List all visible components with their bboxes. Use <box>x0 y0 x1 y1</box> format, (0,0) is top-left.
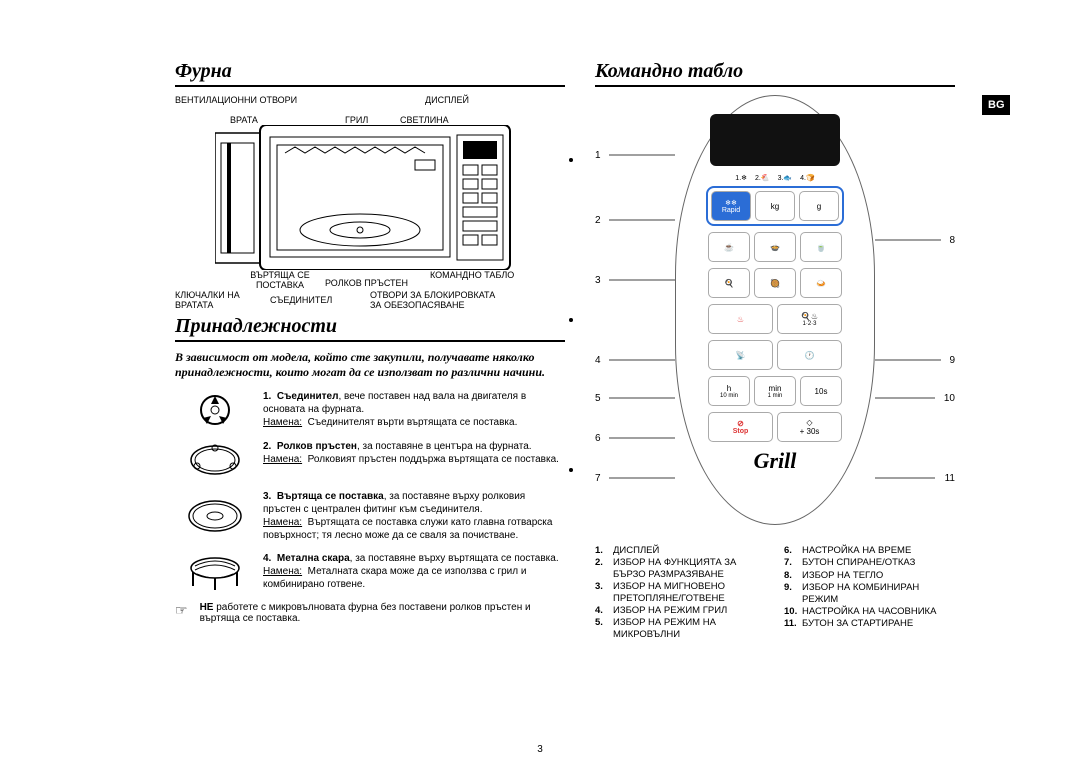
legend-item: 3.ИЗБОР НА МИГНОВЕНО ПРЕТОПЛЯНЕ/ГОТВЕНЕ <box>595 581 766 604</box>
label-vent: ВЕНТИЛАЦИОННИ ОТВОРИ <box>175 95 297 105</box>
label-door-latches: КЛЮЧАЛКИ НА ВРАТАТА <box>175 290 245 310</box>
reheat-soup-button[interactable]: 🍲 <box>754 232 796 262</box>
acc-note-text: Ролковият пръстен поддържа въртящата се … <box>308 454 559 465</box>
acc-name: Ролков пръстен <box>277 441 357 452</box>
microwave-mode-button[interactable]: 📡 <box>708 340 773 370</box>
legend-item: 10.НАСТРОЙКА НА ЧАСОВНИКА <box>784 606 955 617</box>
acc-desc: , за поставяне в центъра на фурната. <box>357 441 532 452</box>
grill-mode-button[interactable]: ♨ <box>708 304 773 334</box>
legend-item: 7.БУТОН СПИРАНЕ/ОТКАЗ <box>784 557 955 568</box>
accessory-item: 1. Съединител, вече поставен над вала на… <box>185 390 565 430</box>
clock-button[interactable]: 🕐 <box>777 340 842 370</box>
legend-item: 1.ДИСПЛЕЙ <box>595 545 766 556</box>
acc-note-text: Въртящата се поставка служи като главна … <box>263 517 552 541</box>
note-label: Намена: <box>263 417 302 428</box>
accessory-item: 4. Метална скара, за поставяне върху вър… <box>185 552 565 592</box>
reheat-cup-button[interactable]: 🍵 <box>800 232 842 262</box>
defrost-indicator-row: 1.❄2.🐔3.🐟4.🍞 <box>676 174 874 182</box>
accessories-intro: В зависимост от модела, който сте закупи… <box>175 350 565 380</box>
minute-button[interactable]: min1 min <box>754 376 796 406</box>
g-button[interactable]: g <box>799 191 839 221</box>
reheat-drink-button[interactable]: ☕ <box>708 232 750 262</box>
note-label: Намена: <box>263 517 302 528</box>
legend-item: 2.ИЗБОР НА ФУНКЦИЯТА ЗА БЪРЗО РАЗМРАЗЯВА… <box>595 557 766 580</box>
metal-rack-icon <box>185 552 245 592</box>
pointing-hand-icon: ☞ <box>175 602 188 619</box>
stop-button[interactable]: ⊘Stop <box>708 412 773 442</box>
oven-illustration <box>215 125 515 270</box>
accessories-title: Принадлежности <box>175 315 565 342</box>
label-safety-holes: ОТВОРИ ЗА БЛОКИРОВКАТА ЗА ОБЕЗОПАСЯВАНЕ <box>370 290 500 310</box>
control-panel-legend: 1.ДИСПЛЕЙ2.ИЗБОР НА ФУНКЦИЯТА ЗА БЪРЗО Р… <box>595 545 955 641</box>
acc-name: Метална скара <box>277 553 350 564</box>
label-coupler: СЪЕДИНИТЕЛ <box>270 295 332 305</box>
label-door: ВРАТА <box>230 115 258 125</box>
label-grill: ГРИЛ <box>345 115 368 125</box>
page-number: 3 <box>0 744 1080 755</box>
panel-brand: Grill <box>676 448 874 474</box>
acc-num: 1. <box>263 391 271 402</box>
roller-ring-icon <box>185 440 245 480</box>
acc-num: 3. <box>263 491 271 502</box>
control-panel-diagram: 1 2 3 4 5 6 7 8 9 10 11 <box>595 95 955 535</box>
acc-num: 4. <box>263 553 271 564</box>
accessories-list: 1. Съединител, вече поставен над вала на… <box>185 390 565 592</box>
display <box>710 114 840 166</box>
seconds-button[interactable]: 10s <box>800 376 842 406</box>
label-display: ДИСПЛЕЙ <box>425 95 469 105</box>
rapid-defrost-button[interactable]: ❄❄Rapid <box>711 191 751 221</box>
hour-button[interactable]: h10 min <box>708 376 750 406</box>
label-turntable: ВЪРТЯЩА СЕ ПОСТАВКА <box>245 270 315 290</box>
acc-name: Въртяща се поставка <box>277 491 384 502</box>
warning-strong: НЕ <box>200 602 214 613</box>
oven-diagram: ВЕНТИЛАЦИОННИ ОТВОРИ ВРАТА ГРИЛ ДИСПЛЕЙ … <box>175 95 565 315</box>
acc-desc: , за поставяне върху въртящата се постав… <box>350 553 559 564</box>
legend-item: 9.ИЗБОР НА КОМБИНИРАН РЕЖИМ <box>784 582 955 605</box>
kg-button[interactable]: kg <box>755 191 795 221</box>
acc-num: 2. <box>263 441 271 452</box>
control-panel: 1.❄2.🐔3.🐟4.🍞 ❄❄Rapid kg g ☕ 🍲 🍵 🍳 🥘 🍛 ♨ … <box>675 95 875 525</box>
label-control-panel: КОМАНДНО ТАБЛО <box>430 270 514 280</box>
acc-note-text: Металната скара може да се използва с гр… <box>263 566 526 590</box>
combi-mode-button[interactable]: 🍳♨1·2·3 <box>777 304 842 334</box>
legend-item: 8.ИЗБОР НА ТЕГЛО <box>784 570 955 581</box>
label-roller-ring: РОЛКОВ ПРЪСТЕН <box>325 278 408 288</box>
note-label: Намена: <box>263 566 302 577</box>
warning-text: работете с микровълновата фурна без пост… <box>200 602 531 624</box>
turntable-icon <box>185 490 245 542</box>
coupler-icon <box>185 390 245 430</box>
label-light: СВЕТЛИНА <box>400 115 449 125</box>
cook-meal-button[interactable]: 🍳 <box>708 268 750 298</box>
warning: ☞ НЕ работете с микровълновата фурна без… <box>175 602 565 624</box>
cook-dish-button[interactable]: 🍛 <box>800 268 842 298</box>
cook-veg-button[interactable]: 🥘 <box>754 268 796 298</box>
legend-item: 11.БУТОН ЗА СТАРТИРАНЕ <box>784 618 955 629</box>
legend-item: 4.ИЗБОР НА РЕЖИМ ГРИЛ <box>595 605 766 616</box>
oven-title: Фурна <box>175 60 565 87</box>
start-plus30-button[interactable]: ◇ + 30s <box>777 412 842 442</box>
control-panel-title: Командно табло <box>595 60 955 87</box>
accessory-item: 2. Ролков пръстен, за поставяне в център… <box>185 440 565 480</box>
legend-item: 5.ИЗБОР НА РЕЖИМ НА МИКРОВЪЛНИ <box>595 617 766 640</box>
note-label: Намена: <box>263 454 302 465</box>
acc-note-text: Съединителят върти въртящата се поставка… <box>308 417 518 428</box>
language-badge: BG <box>982 95 1010 115</box>
accessory-item: 3. Въртяща се поставка, за поставяне вър… <box>185 490 565 542</box>
legend-item: 6.НАСТРОЙКА НА ВРЕМЕ <box>784 545 955 556</box>
acc-name: Съединител <box>277 391 339 402</box>
